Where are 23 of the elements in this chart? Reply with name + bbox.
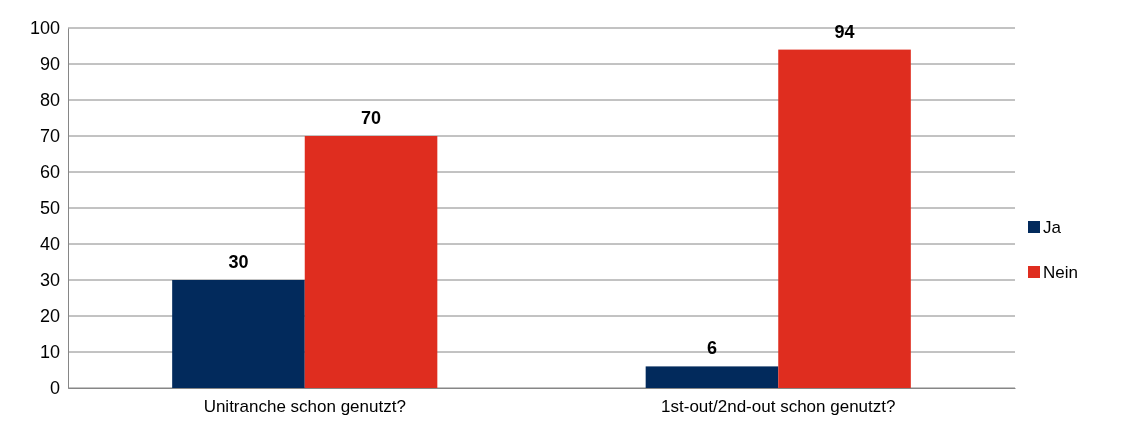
y-tick-label: 0 — [49, 378, 60, 399]
bar — [778, 49, 911, 388]
y-tick-label: 100 — [29, 18, 60, 39]
legend-label: Ja — [1043, 218, 1062, 237]
y-tick-label: 60 — [39, 162, 60, 183]
data-label: 70 — [361, 108, 382, 128]
data-label: 94 — [834, 21, 855, 42]
data-label: 30 — [228, 252, 249, 272]
data-label: 6 — [706, 338, 717, 359]
y-tick-label: 10 — [39, 342, 60, 363]
bar — [304, 136, 438, 388]
y-tick-label: 50 — [39, 198, 60, 219]
y-tick-label: 40 — [39, 234, 60, 255]
x-tick-label: 1st-out/2nd-out schon genutzt? — [661, 397, 896, 417]
y-tick-label: 20 — [39, 306, 60, 327]
bar — [172, 280, 305, 388]
y-tick-label: 70 — [39, 126, 60, 147]
y-tick-label: 80 — [39, 90, 60, 111]
legend-label: Nein — [1043, 263, 1078, 282]
y-tick-label: 30 — [39, 270, 60, 291]
x-tick-label: Unitranche schon genutzt? — [203, 397, 406, 417]
y-tick-label: 90 — [39, 54, 60, 75]
bar — [645, 366, 779, 388]
